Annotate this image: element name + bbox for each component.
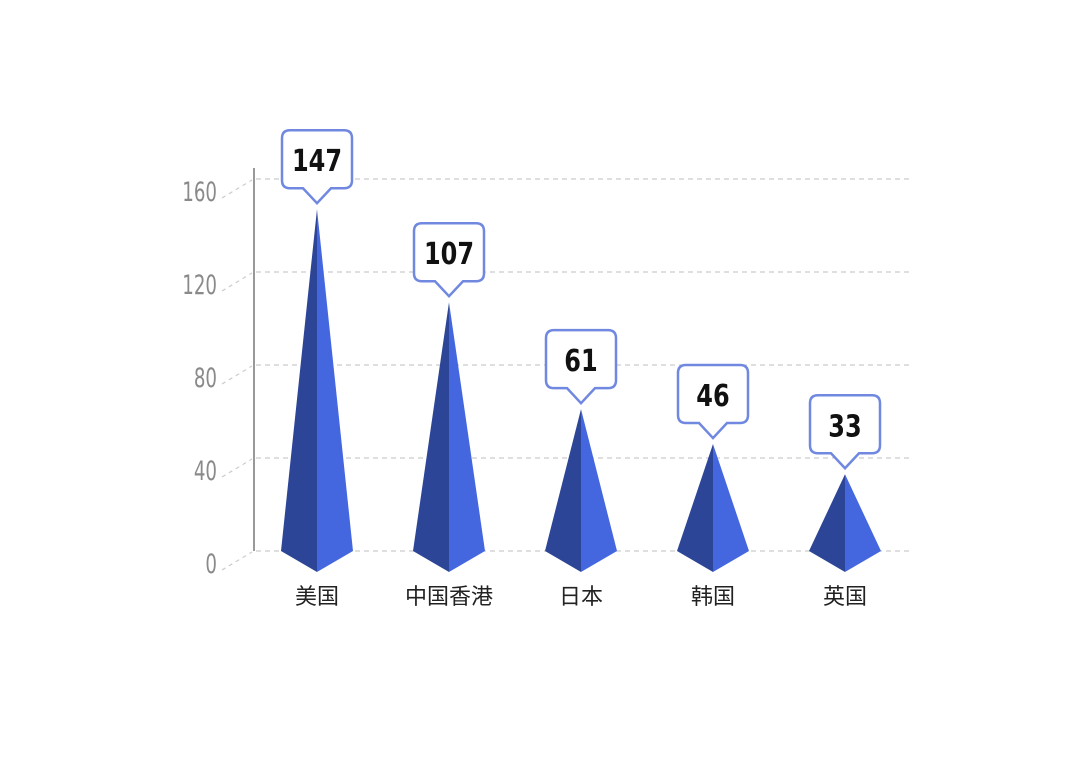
pyramid-left-face — [281, 209, 317, 572]
pyramid-bar: 107 中国香港 — [405, 221, 493, 610]
x-category-label: 美国 — [295, 585, 339, 610]
pyramid-right-face — [449, 302, 485, 572]
x-category-label: 韩国 — [691, 585, 735, 610]
data-label: 61 — [564, 345, 597, 379]
data-label: 46 — [696, 380, 729, 414]
y-tick-label: 80 — [194, 362, 217, 394]
tick-connector — [221, 551, 253, 571]
pyramid-left-face — [809, 474, 845, 572]
pyramid-left-face — [545, 409, 581, 572]
pyramid-left-face — [413, 302, 449, 572]
pyramid-right-face — [713, 444, 749, 572]
pyramid-bar: 61 日本 — [544, 328, 618, 610]
tick-connector — [221, 458, 253, 478]
x-category-label: 中国香港 — [405, 585, 493, 610]
pyramid-bar: 147 美国 — [280, 128, 354, 610]
x-category-label: 日本 — [559, 585, 603, 610]
y-tick-label: 40 — [194, 455, 217, 487]
x-category-label: 英国 — [823, 585, 867, 610]
tick-connector — [221, 272, 253, 292]
value-callout — [412, 221, 486, 299]
data-label: 147 — [292, 145, 342, 179]
pyramid-bar: 33 英国 — [808, 394, 882, 610]
pyramid-right-face — [581, 409, 617, 572]
y-tick-label: 120 — [182, 269, 217, 301]
data-label: 107 — [424, 238, 474, 272]
value-callout — [808, 394, 882, 471]
pyramid-bar: 46 韩国 — [676, 363, 750, 610]
pyramid-right-face — [845, 474, 881, 572]
tick-connector — [221, 179, 253, 199]
value-callout — [544, 328, 618, 406]
pyramid-right-face — [317, 209, 353, 572]
data-label: 33 — [828, 410, 861, 444]
pyramid-left-face — [677, 444, 713, 572]
value-callout — [676, 363, 750, 440]
y-tick-label: 160 — [182, 176, 217, 208]
value-callout — [280, 128, 354, 206]
y-tick-label: 0 — [205, 548, 217, 580]
tick-connector — [221, 365, 253, 385]
